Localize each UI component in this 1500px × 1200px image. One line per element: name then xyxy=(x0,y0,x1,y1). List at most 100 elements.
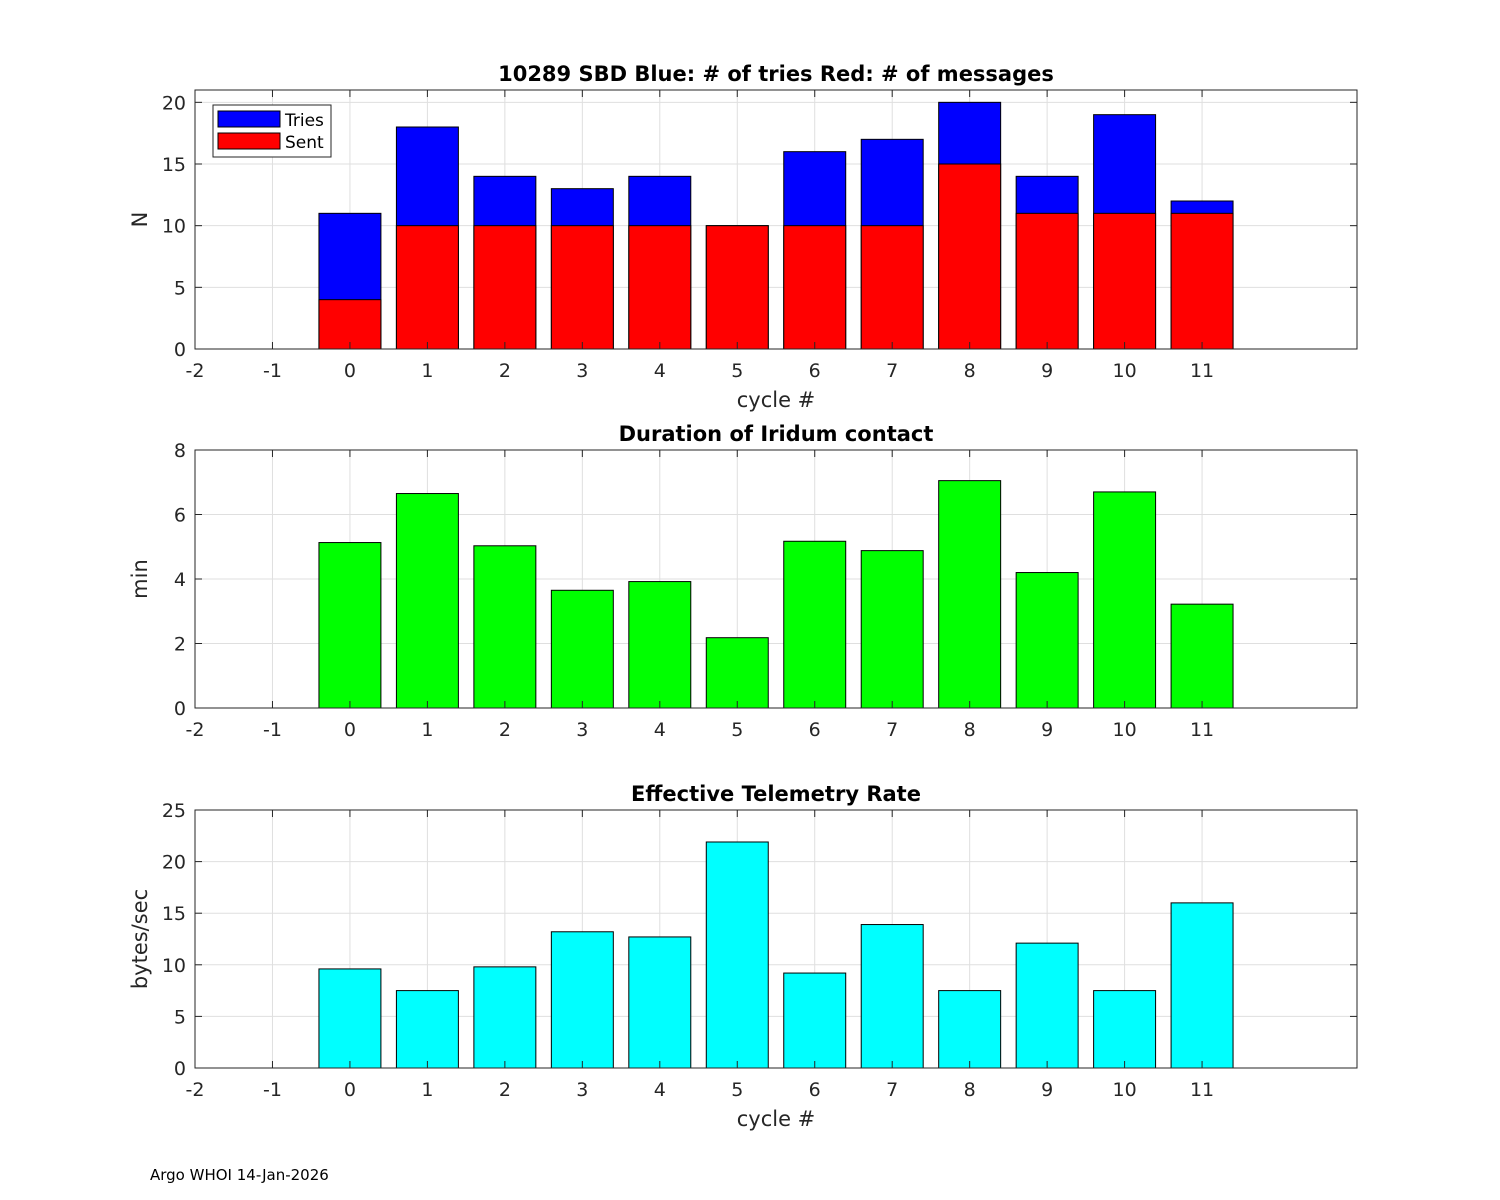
legend-swatch-sent xyxy=(217,132,281,150)
bar-sent-9 xyxy=(1015,212,1079,350)
bar-rate-6 xyxy=(783,972,847,1069)
x-tick-label: 0 xyxy=(344,360,356,382)
bar-rate-11 xyxy=(1170,902,1234,1069)
x-tick-label: -1 xyxy=(263,1079,282,1101)
bar-sent-3 xyxy=(550,225,614,350)
bar-sent-2 xyxy=(473,225,537,350)
x-tick-label: -1 xyxy=(263,719,282,741)
bar-rate-9 xyxy=(1015,942,1079,1069)
chart-title: Duration of Iridum contact xyxy=(619,422,934,446)
y-tick-label: 6 xyxy=(174,505,186,527)
x-tick-label: 3 xyxy=(576,360,588,382)
bar-sent-10 xyxy=(1093,212,1157,350)
y-tick-label: 5 xyxy=(174,277,186,299)
bar-rate-0 xyxy=(318,968,382,1069)
y-tick-label: 10 xyxy=(162,955,186,977)
bar-rate-3 xyxy=(550,931,614,1069)
x-tick-label: -2 xyxy=(186,719,205,741)
x-tick-label: 4 xyxy=(654,360,666,382)
bar-rate-1 xyxy=(395,990,459,1069)
footer-credit: Argo WHOI 14-Jan-2026 xyxy=(150,1166,329,1184)
x-tick-label: 10 xyxy=(1113,719,1137,741)
x-tick-label: 6 xyxy=(809,360,821,382)
x-tick-label: 7 xyxy=(886,360,898,382)
x-tick-label: 10 xyxy=(1113,360,1137,382)
x-axis-label: cycle # xyxy=(737,388,816,412)
x-tick-label: -1 xyxy=(263,360,282,382)
plot-area xyxy=(195,90,1357,349)
x-tick-label: 4 xyxy=(654,1079,666,1101)
x-tick-label: 6 xyxy=(809,719,821,741)
axes-frame xyxy=(194,809,1358,1069)
bar-duration-2 xyxy=(473,545,537,709)
x-tick-label: 1 xyxy=(421,719,433,741)
y-tick-label: 4 xyxy=(174,569,186,591)
x-tick-label: 4 xyxy=(654,719,666,741)
x-axis-label: cycle # xyxy=(737,1107,816,1131)
x-tick-label: 8 xyxy=(964,1079,976,1101)
x-tick-label: 5 xyxy=(731,1079,743,1101)
x-tick-label: 2 xyxy=(499,360,511,382)
bar-sent-8 xyxy=(938,163,1002,350)
bar-duration-0 xyxy=(318,542,382,709)
legend-label-sent: Sent xyxy=(285,133,324,153)
x-tick-label: 2 xyxy=(499,719,511,741)
bar-rate-2 xyxy=(473,966,537,1069)
chart-panel-1: -2 -1 0 1 2 3 4 5 6 7 8 9 10 11 0 5 10 15 20 10289 SBD Blue… xyxy=(128,62,1358,412)
y-tick-label: 2 xyxy=(174,634,186,656)
y-tick-label: 15 xyxy=(162,154,186,176)
y-tick-label: 0 xyxy=(174,698,186,720)
x-tick-label: 0 xyxy=(344,1079,356,1101)
chart-title: Effective Telemetry Rate xyxy=(631,782,921,806)
x-tick-label: 3 xyxy=(576,719,588,741)
x-tick-label: 11 xyxy=(1190,1079,1214,1101)
bar-duration-3 xyxy=(550,589,614,709)
bar-duration-9 xyxy=(1015,572,1079,709)
bar-sent-7 xyxy=(860,225,924,350)
plot-area xyxy=(195,810,1357,1068)
x-tick-label: -2 xyxy=(186,360,205,382)
bar-duration-4 xyxy=(628,581,692,709)
y-tick-label: 5 xyxy=(174,1006,186,1028)
y-axis-label: bytes/sec xyxy=(128,889,152,989)
x-tick-label: 7 xyxy=(886,719,898,741)
axes-frame xyxy=(194,89,1358,350)
x-tick-label: 9 xyxy=(1041,1079,1053,1101)
chart-title: 10289 SBD Blue: # of tries Red: # of mes… xyxy=(498,62,1054,86)
y-tick-label: 0 xyxy=(174,1058,186,1080)
legend-label-tries: Tries xyxy=(284,111,324,131)
bar-rate-5 xyxy=(705,841,769,1069)
bar-duration-7 xyxy=(860,550,924,709)
x-tick-label: 9 xyxy=(1041,360,1053,382)
x-tick-label: 6 xyxy=(809,1079,821,1101)
bar-sent-5 xyxy=(705,225,769,350)
bar-sent-6 xyxy=(783,225,847,350)
x-tick-label: 9 xyxy=(1041,719,1053,741)
bar-sent-11 xyxy=(1170,212,1234,350)
bar-rate-10 xyxy=(1093,990,1157,1069)
bar-duration-10 xyxy=(1093,491,1157,709)
chart-panel-3: -2 -1 0 1 2 3 4 5 6 7 8 9 10 11 0 5 10 15 20 25 Effective Te… xyxy=(128,782,1358,1131)
x-tick-label: 1 xyxy=(421,1079,433,1101)
bar-rate-8 xyxy=(938,990,1002,1069)
legend-swatch-tries xyxy=(217,110,281,128)
bar-duration-8 xyxy=(938,480,1002,709)
x-tick-label: 5 xyxy=(731,360,743,382)
x-tick-label: 11 xyxy=(1190,360,1214,382)
x-tick-label: 10 xyxy=(1113,1079,1137,1101)
bar-duration-11 xyxy=(1170,603,1234,709)
chart-panel-2: -2 -1 0 1 2 3 4 5 6 7 8 9 10 11 0 2 4 6 8 Duration of Iridu… xyxy=(128,422,1358,741)
bar-duration-1 xyxy=(395,493,459,709)
y-tick-label: 25 xyxy=(162,800,186,822)
x-tick-label: 7 xyxy=(886,1079,898,1101)
bar-duration-5 xyxy=(705,637,769,709)
x-tick-label: 8 xyxy=(964,719,976,741)
x-tick-label: 5 xyxy=(731,719,743,741)
x-tick-label: 0 xyxy=(344,719,356,741)
x-tick-label: 8 xyxy=(964,360,976,382)
x-tick-label: 1 xyxy=(421,360,433,382)
y-tick-label: 10 xyxy=(162,216,186,238)
bar-sent-4 xyxy=(628,225,692,350)
x-tick-label: -2 xyxy=(186,1079,205,1101)
